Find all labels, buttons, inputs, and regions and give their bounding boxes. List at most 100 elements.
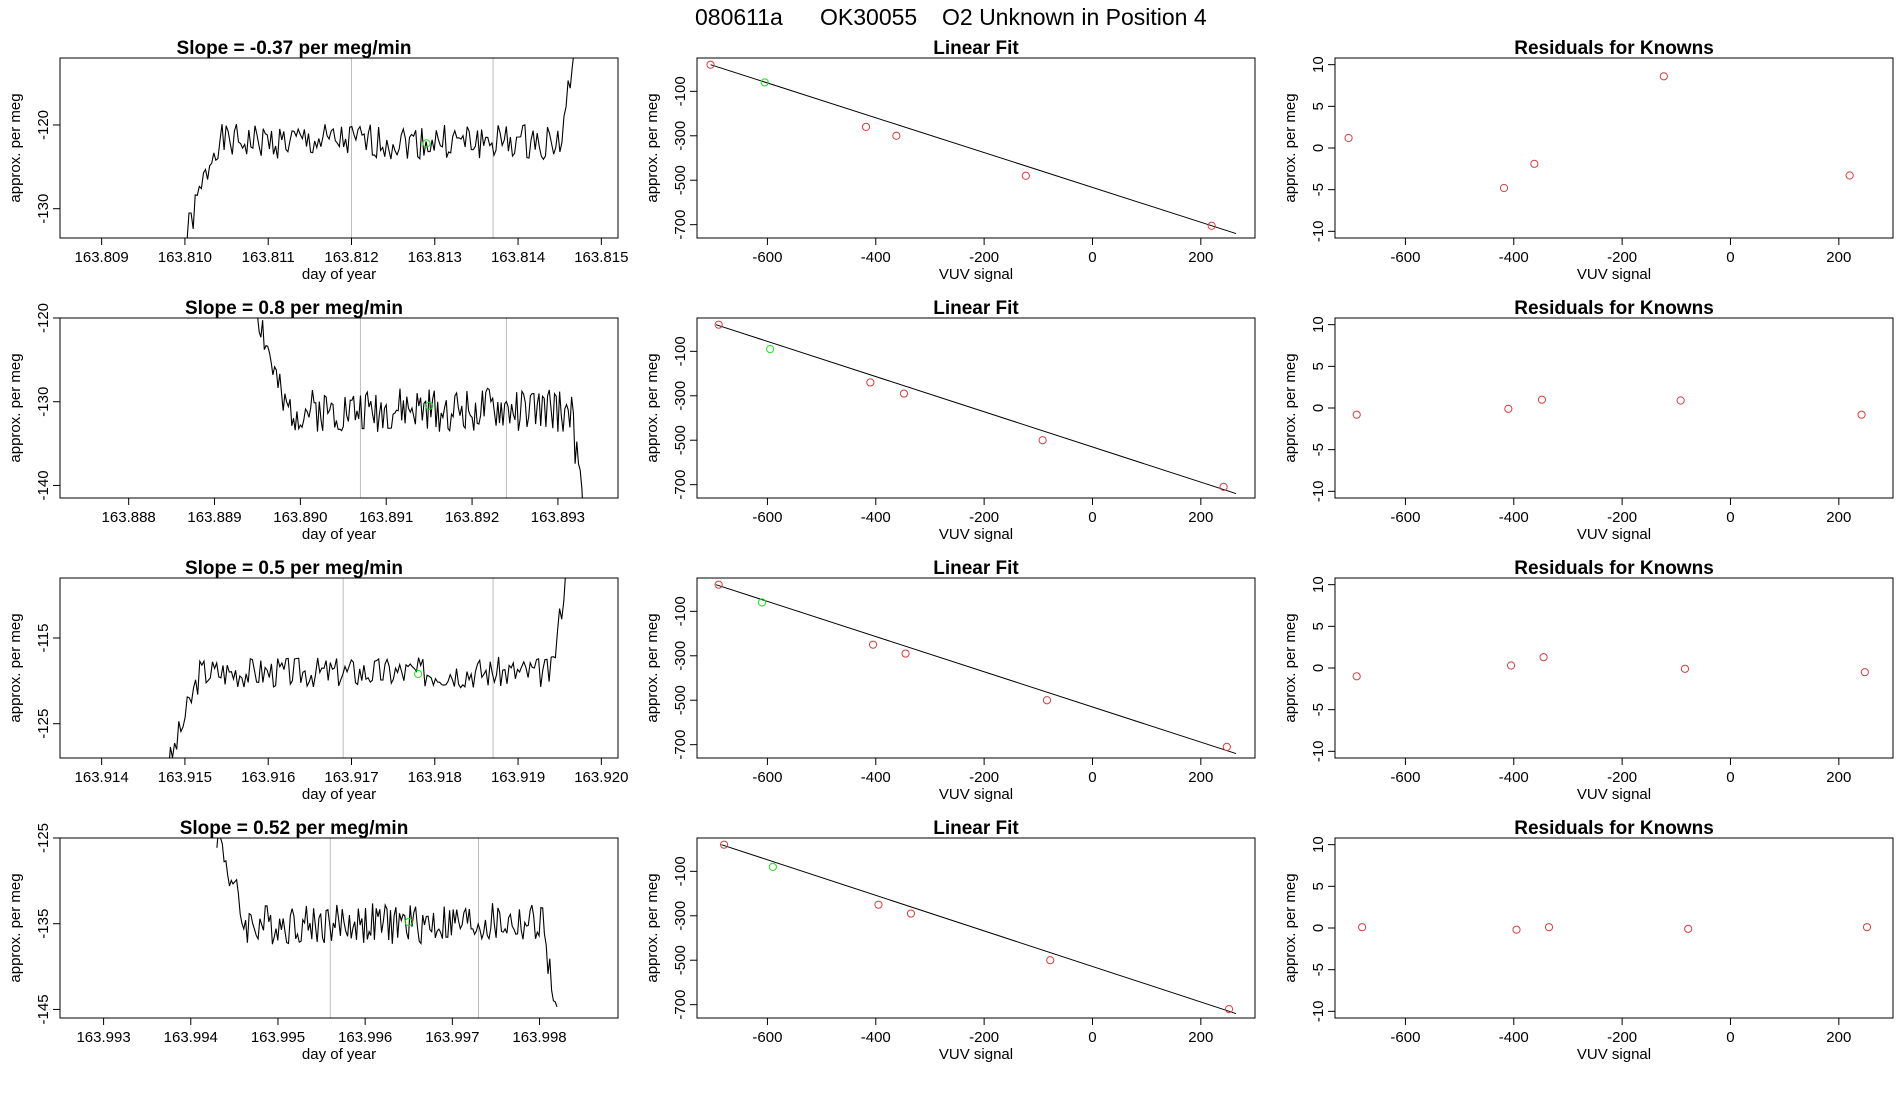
residual-point <box>1539 653 1548 662</box>
timeseries-title: Slope = 0.5 per meg/min <box>185 558 403 579</box>
fit-y-tick-label: -100 <box>672 596 689 626</box>
residuals-x-tick-label: -200 <box>1607 769 1637 786</box>
fit-x-tick-label: 0 <box>1088 1029 1096 1046</box>
residual-point <box>1659 72 1668 81</box>
timeseries-y-tick-label: -125 <box>35 709 52 739</box>
residuals-x-label: VUV signal <box>1577 266 1651 283</box>
timeseries-y-label: approx. per meg <box>7 873 24 982</box>
residuals-y-tick-label: 0 <box>1310 924 1327 932</box>
timeseries-plot-area <box>257 318 583 498</box>
unknown-point <box>760 78 769 87</box>
fit-frame <box>696 317 1256 499</box>
timeseries-y-tick-label: -130 <box>35 194 52 224</box>
fit-y-tick-label: -100 <box>672 856 689 886</box>
fit-x-label: VUV signal <box>939 526 1013 543</box>
fit-y-tick-label: -500 <box>672 425 689 455</box>
timeseries-x-axis: 163.993 163.994 163.995 163.996 163.997 163.9… <box>76 1018 567 1046</box>
fit-x-tick-label: -400 <box>861 249 891 266</box>
timeseries-x-axis: 163.914 163.915 163.916 163.917 163.918 163.9… <box>75 758 628 786</box>
residuals-x-tick-label: -600 <box>1390 509 1420 526</box>
title-tank: OK30055 <box>820 4 917 30</box>
fit-x-axis: -600 -400 -200 0 200 <box>752 238 1213 266</box>
fit-x-tick-label: -600 <box>752 769 782 786</box>
fit-y-axis: -100 -300 -500 -700 <box>672 596 697 760</box>
residual-point <box>1680 664 1690 673</box>
residuals-x-tick-label: -600 <box>1390 769 1420 786</box>
residuals-x-axis: -600 -400 -200 0 200 <box>1390 758 1851 786</box>
fit-x-tick-label: -200 <box>969 1029 999 1046</box>
timeseries-y-tick-label: -145 <box>35 994 52 1024</box>
residuals-panel: Residuals for Knowns -600 -400 -200 0 200 VUV … <box>1282 818 1894 1063</box>
residual-point <box>1352 410 1361 419</box>
residuals-y-tick-label: -10 <box>1310 480 1327 502</box>
fit-frame <box>696 837 1256 1019</box>
fit-y-tick-label: -100 <box>672 76 689 106</box>
known-point <box>714 580 723 589</box>
residuals-y-tick-label: 5 <box>1310 102 1327 110</box>
timeseries-y-tick-label: -135 <box>35 909 52 939</box>
timeseries-y-axis: -140 -130 -120 <box>35 303 60 500</box>
timeseries-x-label: day of year <box>302 266 376 283</box>
signal-trace <box>186 58 574 238</box>
fit-x-tick-label: 200 <box>1188 769 1213 786</box>
timeseries-frame <box>59 837 619 1019</box>
residual-point <box>1506 661 1516 670</box>
residual-point <box>1862 923 1872 932</box>
fit-y-tick-label: -700 <box>672 210 689 240</box>
known-point <box>1046 956 1055 965</box>
fit-line <box>715 324 1237 495</box>
timeseries-plot-area <box>186 58 574 238</box>
timeseries-x-tick-label: 163.917 <box>324 769 378 786</box>
linear-fit-panel: Linear Fit -600 -400 -200 0 200 VUV signal -100… <box>644 558 1256 803</box>
fit-y-tick-label: -700 <box>672 730 689 760</box>
timeseries-y-axis: -145 -135 -125 <box>35 823 60 1024</box>
timeseries-x-tick-label: 163.812 <box>324 249 378 266</box>
residuals-y-label: approx. per meg <box>1282 353 1299 462</box>
residuals-y-tick-label: 10 <box>1310 56 1327 73</box>
residuals-y-tick-label: 0 <box>1310 664 1327 672</box>
fit-y-label: approx. per meg <box>644 613 661 722</box>
residuals-x-tick-label: 200 <box>1826 509 1851 526</box>
timeseries-y-label: approx. per meg <box>7 93 24 202</box>
timeseries-x-tick-label: 163.893 <box>531 509 585 526</box>
residuals-x-label: VUV signal <box>1577 1046 1651 1063</box>
timeseries-y-label: approx. per meg <box>7 353 24 462</box>
fit-y-label: approx. per meg <box>644 353 661 462</box>
residuals-y-tick-label: -10 <box>1310 1000 1327 1022</box>
timeseries-x-tick-label: 163.813 <box>408 249 462 266</box>
linear-fit-panel: Linear Fit -600 -400 -200 0 200 VUV signal -100… <box>644 298 1256 543</box>
unknown-point <box>757 598 767 607</box>
fit-y-tick-label: -500 <box>672 945 689 975</box>
residual-point <box>1352 672 1361 681</box>
residuals-x-tick-label: 0 <box>1726 249 1734 266</box>
timeseries-x-tick-label: 163.891 <box>359 509 413 526</box>
known-point <box>874 900 883 909</box>
residual-point <box>1676 396 1685 405</box>
timeseries-x-tick-label: 163.998 <box>512 1029 566 1046</box>
timeseries-x-tick-label: 163.890 <box>273 509 327 526</box>
residuals-y-tick-label: 10 <box>1310 576 1327 593</box>
residuals-y-tick-label: 0 <box>1310 144 1327 152</box>
timeseries-x-tick-label: 163.892 <box>445 509 499 526</box>
timeseries-title: Slope = -0.37 per meg/min <box>177 38 412 59</box>
residual-point <box>1537 395 1547 404</box>
residuals-title: Residuals for Knowns <box>1514 558 1714 579</box>
residual-point <box>1504 404 1513 413</box>
fit-x-tick-label: 0 <box>1088 249 1096 266</box>
timeseries-x-label: day of year <box>302 786 376 803</box>
residuals-panel: Residuals for Knowns -600 -400 -200 0 200 VUV … <box>1282 558 1894 803</box>
fit-x-tick-label: 0 <box>1088 769 1096 786</box>
residuals-x-axis: -600 -400 -200 0 200 <box>1390 238 1851 266</box>
residuals-y-label: approx. per meg <box>1282 93 1299 202</box>
fit-x-tick-label: -600 <box>752 1029 782 1046</box>
residuals-x-tick-label: -400 <box>1499 249 1529 266</box>
residuals-y-tick-label: 0 <box>1310 404 1327 412</box>
timeseries-y-tick-label: -125 <box>35 823 52 853</box>
known-point <box>1042 696 1052 705</box>
residual-point <box>1344 133 1353 143</box>
timeseries-x-tick-label: 163.888 <box>102 509 156 526</box>
residual-point <box>1860 668 1869 677</box>
timeseries-x-axis: 163.809 163.810 163.811 163.812 163.813 163.8… <box>75 238 628 266</box>
